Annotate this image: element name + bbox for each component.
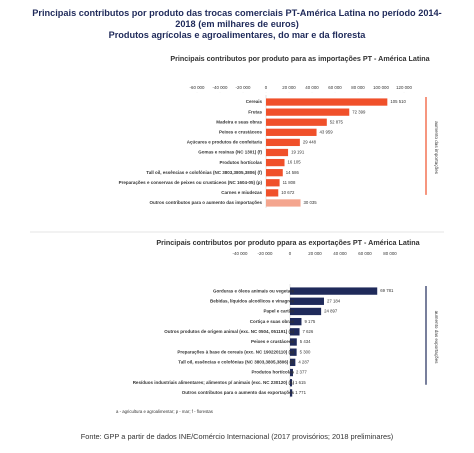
value-label: 1 615 [295,380,306,385]
footnote: a - agricultura e agroalimentar; p - mar… [116,409,213,414]
value-label: 27 184 [327,298,341,303]
category-label: Resíduos industriais alimentares; alimen… [133,380,295,385]
value-label: 30 035 [304,200,318,205]
value-label: 69 781 [380,288,394,293]
category-label: Açúcares e produtos de confeitaria [187,140,263,145]
category-label: Carnes e miudezas [221,190,262,195]
x-tick-label: 100 000 [373,85,389,90]
value-label: 105 510 [390,99,406,104]
category-label: Cereais [246,99,263,104]
bar [266,128,317,136]
value-label: 11 808 [283,180,296,185]
x-tick-label: -40 000 [233,251,248,256]
value-label: 4 287 [298,360,309,365]
x-tick-label: 40 000 [305,85,319,90]
category-label: Tall oil, essências e colofónias (NC 380… [178,360,294,365]
x-tick-label: 120 000 [396,85,412,90]
category-label: Gorduras e óleos animais ou vegetais [213,288,295,293]
bar [266,199,301,207]
value-label: 14 586 [286,170,300,175]
value-label: 1 771 [295,390,306,395]
x-tick-label: 0 [289,251,292,256]
value-label: 7 626 [303,329,314,334]
bar [290,338,297,346]
value-label: 24 897 [324,309,338,314]
value-label: 2 377 [296,370,307,375]
bar [290,307,322,316]
value-label: 5 300 [300,349,311,354]
category-label: Tall oil, essências e colofónias (NC 380… [146,170,262,175]
bar [290,287,378,295]
value-label: 9 175 [304,319,315,324]
bar [266,148,289,157]
header: Principais contributos por produto das t… [27,8,447,41]
x-tick-label: 80 000 [383,251,397,256]
bar [290,328,300,336]
x-tick-label: 80 000 [351,85,365,90]
bar [290,389,293,397]
category-label: Peixes e crustáceos [251,339,295,344]
bar [266,189,279,197]
category-label: Outros produtos de origem animal (exc. N… [164,329,294,334]
x-tick-label: 20 000 [308,251,322,256]
bar [266,118,327,126]
bar [266,169,283,177]
x-tick-label: 20 000 [282,85,296,90]
category-label: Produtos hortícolas [219,160,262,165]
bar [290,348,297,356]
x-tick-label: 40 000 [333,251,347,256]
bar [290,368,293,377]
annotation: aumento das exportações [434,311,439,365]
x-tick-label: 60 000 [358,251,372,256]
x-tick-label: -20 000 [258,251,273,256]
x-tick-label: 0 [265,85,268,90]
value-label: 10 672 [281,190,295,195]
category-label: Peixes e crustáceos [219,130,263,135]
category-label: Preparações e conservas de peixes ou cru… [119,180,263,185]
bar [290,358,296,367]
chart-title: Principais contributos por produto para … [170,54,430,63]
page-title: Principais contributos por produto das t… [32,8,442,29]
value-label: 29 448 [303,140,317,145]
bar [266,98,388,106]
category-label: Outros contributos para o aumento das im… [149,200,262,205]
value-label: 16 105 [288,160,302,165]
x-tick-label: -20 000 [236,85,251,90]
annotation: aumento das importações [434,121,439,175]
value-label: 43 959 [320,129,334,134]
value-label: 19 191 [291,150,305,155]
category-label: Outros contributos para o aumento das ex… [182,390,295,395]
bar [290,379,293,387]
bar [266,108,350,116]
category-label: Cortiça e suas obras [250,319,295,324]
bar [290,297,324,305]
category-label: Papel e cartão [263,309,294,314]
page-subtitle: Produtos agrícolas e agroalimentares, do… [108,30,366,40]
category-label: Gomas e resinas (NC 1301) (f) [198,150,262,155]
category-label: Produtos hortícolas [251,370,294,375]
bar [266,179,280,187]
bar [290,317,302,326]
bar [266,158,285,167]
category-label: Bebidas, líquidos alcoólicos e vinagres [210,298,295,303]
x-tick-label: -60 000 [190,85,205,90]
value-label: 5 434 [300,339,311,344]
category-label: Frutas [248,109,262,114]
value-label: 52 875 [330,119,344,124]
x-tick-label: 60 000 [328,85,342,90]
bar [266,138,300,147]
category-label: Preparações à base de cereais (exc. NC 1… [177,349,294,354]
value-label: 72 399 [352,109,366,114]
category-label: Madeira e suas obras [216,119,262,124]
x-tick-label: -40 000 [213,85,228,90]
source: Fonte: GPP a partir de dados INE/Comérci… [81,432,393,441]
chart-title: Principais contributos por produto ppara… [156,238,420,247]
